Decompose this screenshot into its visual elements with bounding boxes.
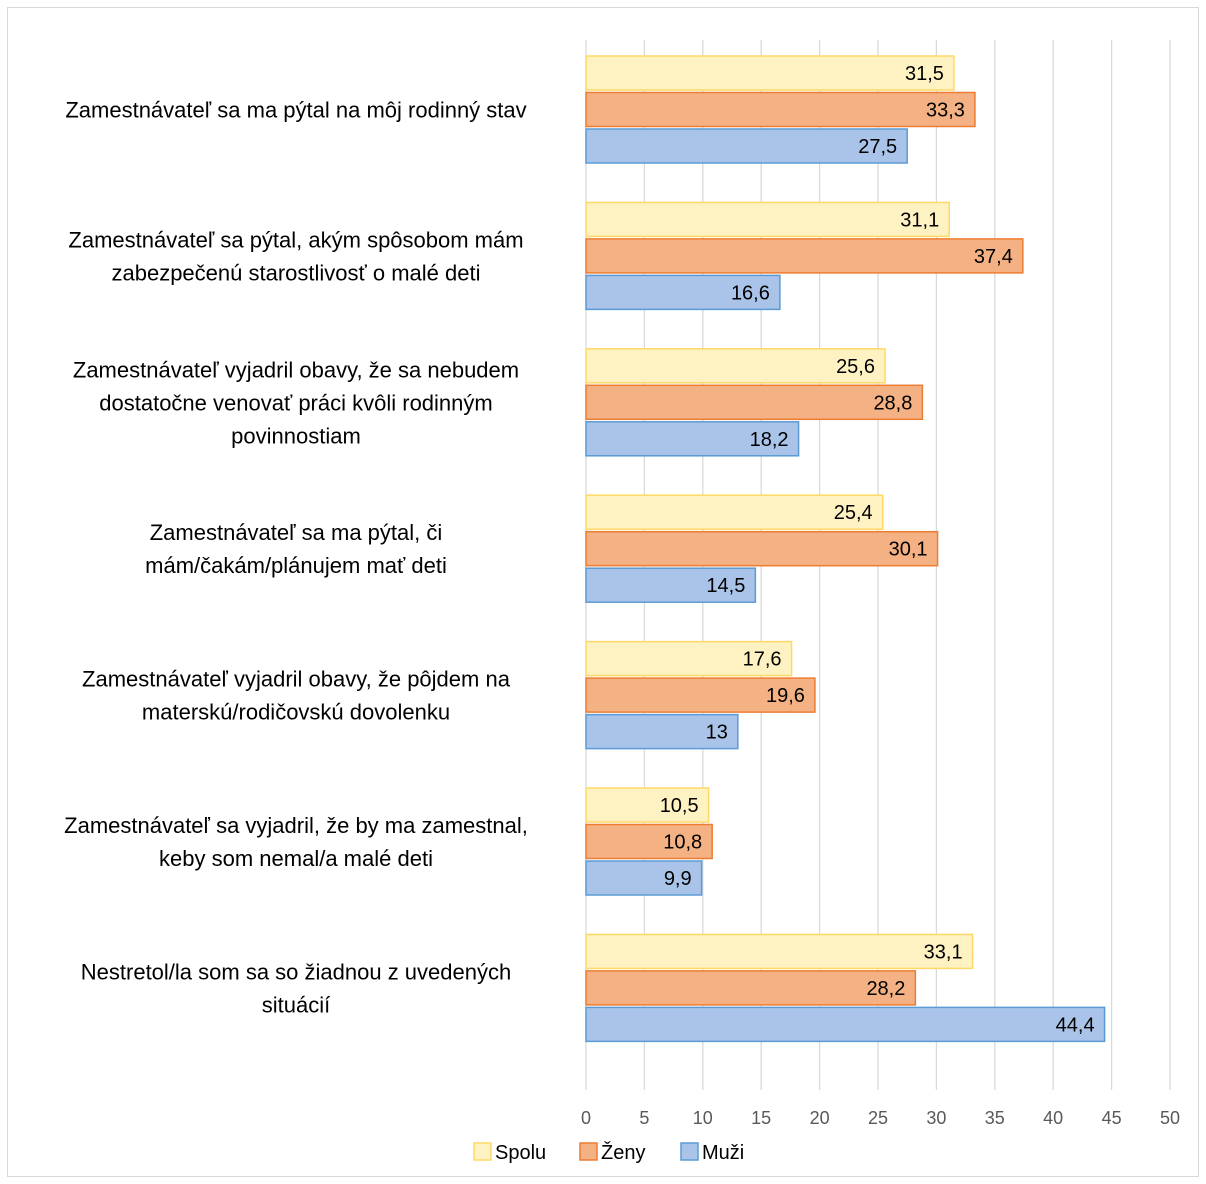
data-label: 13 (706, 722, 728, 744)
category-label: keby som nemal/a malé deti (159, 846, 433, 871)
x-tick-label: 50 (1160, 1108, 1180, 1128)
data-label: 9,9 (664, 868, 692, 890)
x-tick-label: 45 (1102, 1108, 1122, 1128)
category-label: mám/čakám/plánujem mať deti (145, 553, 447, 578)
data-label: 16,6 (731, 282, 770, 304)
bars (585, 55, 1106, 1043)
legend-label: Muži (702, 1142, 744, 1164)
bar-ženy (585, 530, 939, 567)
data-label: 17,6 (743, 649, 782, 671)
x-tick-label: 10 (693, 1108, 713, 1128)
category-label: povinnostiam (231, 423, 361, 448)
x-tick-label: 40 (1043, 1108, 1063, 1128)
legend-label: Spolu (495, 1142, 546, 1164)
data-label: 31,5 (905, 63, 944, 85)
category-label: Nestretol/la som sa so žiadnou z uvedený… (81, 959, 511, 984)
x-tick-label: 30 (926, 1108, 946, 1128)
data-label: 10,5 (660, 795, 699, 817)
data-labels: 31,5 33,3 27,5 31,1 37,4 16,6 25,6 28,8 18,2 25,4… (660, 63, 1095, 1036)
data-label: 18,2 (750, 429, 789, 451)
category-label: situácií (262, 992, 330, 1017)
data-label: 33,3 (926, 100, 965, 122)
legend-swatch (579, 1142, 598, 1161)
category-labels: Zamestnávateľ sa ma pýtal na môj rodinný… (64, 98, 528, 1018)
x-tick-label: 20 (810, 1108, 830, 1128)
data-label: 19,6 (766, 685, 805, 707)
category-label: Zamestnávateľ vyjadril obavy, že pôjdem … (82, 667, 511, 692)
x-tick-label: 5 (639, 1108, 649, 1128)
x-tick-label: 15 (751, 1108, 771, 1128)
legend-label: Ženy (601, 1141, 645, 1164)
legend: Spolu Ženy Muži (473, 1141, 744, 1164)
category-label: dostatočne venovať práci kvôli rodinným (99, 390, 492, 415)
category-label: Zamestnávateľ sa vyjadril, že by ma zame… (64, 813, 528, 838)
data-label: 28,2 (866, 978, 905, 1000)
bar-ženy (585, 823, 713, 860)
bar-spolu (585, 201, 950, 238)
bar-ženy (585, 970, 917, 1006)
bar-muži (585, 128, 908, 164)
bar-muži (585, 860, 703, 896)
bar-spolu (585, 348, 886, 384)
x-tick-label: 25 (868, 1108, 888, 1128)
category-label: zabezpečenú starostlivosť o malé deti (111, 260, 480, 285)
bar-spolu (585, 640, 793, 677)
bar-spolu (585, 933, 974, 970)
bar-spolu (585, 494, 884, 530)
data-label: 37,4 (974, 246, 1013, 268)
bar-muži (585, 713, 739, 750)
data-label: 25,6 (836, 356, 875, 378)
data-label: 27,5 (858, 136, 897, 158)
bar-ženy (585, 238, 1024, 274)
bar-muži (585, 1006, 1106, 1043)
data-label: 31,1 (900, 209, 939, 231)
data-label: 30,1 (889, 539, 928, 561)
x-tick-label: 35 (985, 1108, 1005, 1128)
x-tick-label: 0 (581, 1108, 591, 1128)
data-label: 25,4 (834, 502, 873, 524)
bar-muži (585, 274, 781, 311)
data-label: 10,8 (663, 832, 702, 854)
data-label: 44,4 (1056, 1014, 1095, 1036)
data-label: 14,5 (706, 575, 745, 597)
x-axis-ticks: 0 5 10 15 20 25 30 35 40 45 50 (581, 1108, 1180, 1128)
data-label: 28,8 (873, 392, 912, 414)
category-label: Zamestnávateľ sa ma pýtal na môj rodinný… (65, 98, 526, 123)
legend-swatch (680, 1142, 699, 1161)
category-label: Zamestnávateľ vyjadril obavy, že sa nebu… (73, 357, 519, 382)
legend-swatch (473, 1142, 492, 1161)
data-label: 33,1 (924, 941, 963, 963)
bar-ženy (585, 91, 976, 128)
bar-muži (585, 567, 757, 603)
bar-ženy (585, 384, 924, 421)
bar-spolu (585, 55, 955, 91)
bar-spolu (585, 787, 710, 823)
category-label: Zamestnávateľ sa ma pýtal, či (150, 520, 443, 545)
category-label: materskú/rodičovskú dovolenku (142, 700, 450, 725)
bar-muži (585, 421, 800, 457)
category-label: Zamestnávateľ sa pýtal, akým spôsobom má… (68, 227, 523, 252)
bar-ženy (585, 677, 816, 713)
